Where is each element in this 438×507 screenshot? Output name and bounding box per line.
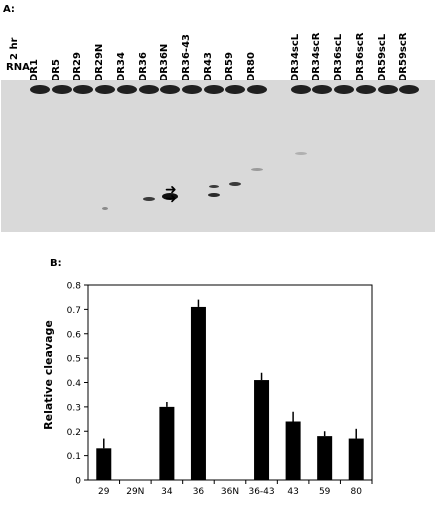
lane-label: DR59scR bbox=[398, 32, 410, 83]
lane-label: DR29N bbox=[94, 43, 106, 82]
x-tick-label: 29 bbox=[98, 487, 110, 497]
lane-label: DR29 bbox=[72, 52, 84, 82]
bar bbox=[254, 380, 270, 480]
full-length-band bbox=[290, 85, 311, 94]
cleavage-product-band bbox=[162, 193, 179, 200]
cleavage-product-band bbox=[142, 197, 155, 201]
y-tick-label: 0.5 bbox=[67, 355, 81, 365]
bar-chart: Relative cleavage 0 0.1 0.2 0.3 0.4 0.5 0.6 0.7… bbox=[42, 282, 373, 497]
x-tick-label: 59 bbox=[319, 487, 331, 497]
full-length-band bbox=[95, 85, 116, 94]
full-length-band bbox=[355, 85, 376, 94]
lane-label: DR36-43 bbox=[180, 34, 192, 82]
full-length-band bbox=[377, 85, 398, 94]
upper-arrow-icon: ➜ bbox=[165, 182, 177, 198]
lane-label: DR5 bbox=[50, 59, 62, 82]
gel-panel: A: 2 hr RNA DR1 DR5 DR29 DR29N DR34 DR36 DR36N… bbox=[0, 0, 438, 240]
panel-b-label: B: bbox=[50, 258, 62, 269]
full-length-band bbox=[225, 85, 246, 94]
full-length-band bbox=[203, 85, 224, 94]
gel-header-line-1: 2 hr bbox=[9, 37, 20, 61]
cleavage-product-band bbox=[294, 152, 307, 155]
lane-label: DR43 bbox=[202, 52, 214, 82]
y-tick-label: 0 bbox=[75, 477, 81, 487]
full-length-band bbox=[312, 85, 333, 94]
full-length-band bbox=[334, 85, 355, 94]
full-length-band bbox=[51, 85, 72, 94]
cleavage-product-band bbox=[208, 185, 219, 188]
y-tick-label: 0.2 bbox=[67, 428, 81, 438]
cleavage-product-band bbox=[207, 193, 220, 197]
lane-label: DR34scL bbox=[289, 33, 301, 82]
lane-label: DR80 bbox=[246, 52, 257, 82]
bar bbox=[348, 438, 364, 480]
y-tick-label: 0.6 bbox=[67, 330, 82, 340]
full-length-band bbox=[160, 85, 181, 94]
gel-image: ➜ ➜ bbox=[1, 80, 435, 232]
bar bbox=[190, 306, 206, 480]
gel-header-line-2: RNA bbox=[6, 62, 30, 73]
full-length-band bbox=[399, 85, 420, 94]
bar bbox=[317, 436, 333, 480]
cleavage-product-band bbox=[102, 207, 109, 210]
full-length-band bbox=[181, 85, 202, 94]
cleavage-product-band bbox=[251, 168, 263, 171]
y-tick-label: 0.4 bbox=[67, 379, 82, 389]
bar bbox=[96, 448, 112, 480]
x-tick-label: 36-43 bbox=[248, 487, 274, 497]
full-length-band bbox=[247, 85, 267, 94]
full-length-band bbox=[30, 85, 50, 94]
lane-label: DR36 bbox=[137, 52, 149, 82]
panel-a-label: A: bbox=[3, 4, 15, 15]
lane-label: DR59 bbox=[224, 52, 236, 82]
lane-label: DR36scL bbox=[333, 33, 345, 82]
lane-label: DR59scL bbox=[376, 33, 388, 82]
bar bbox=[159, 406, 175, 480]
x-tick-label: 80 bbox=[350, 487, 362, 497]
cleavage-product-band bbox=[229, 182, 242, 186]
x-tick-label: 34 bbox=[161, 487, 173, 497]
y-tick-label: 0.3 bbox=[67, 403, 81, 413]
x-tick-label: 29N bbox=[126, 487, 144, 497]
full-length-band bbox=[73, 85, 94, 94]
y-tick-label: 0.7 bbox=[67, 306, 81, 316]
full-length-band bbox=[138, 85, 159, 94]
lane-label: DR1 bbox=[29, 59, 40, 82]
y-tick-label: 0.1 bbox=[67, 452, 81, 462]
lane-label: DR34 bbox=[115, 52, 127, 82]
x-tick-label: 36 bbox=[193, 487, 205, 497]
lower-arrow-icon: ➜ bbox=[165, 191, 177, 207]
x-tick-label: 36N bbox=[221, 487, 239, 497]
lane-label: DR36N bbox=[159, 43, 171, 82]
y-tick-label: 0.8 bbox=[67, 282, 82, 292]
lane-label: DR34scR bbox=[311, 32, 323, 83]
x-tick-label: 43 bbox=[287, 487, 298, 497]
y-axis-label: Relative cleavage bbox=[42, 320, 55, 430]
full-length-band bbox=[116, 85, 137, 94]
bar bbox=[285, 421, 301, 480]
lane-label: DR36scR bbox=[354, 32, 366, 83]
